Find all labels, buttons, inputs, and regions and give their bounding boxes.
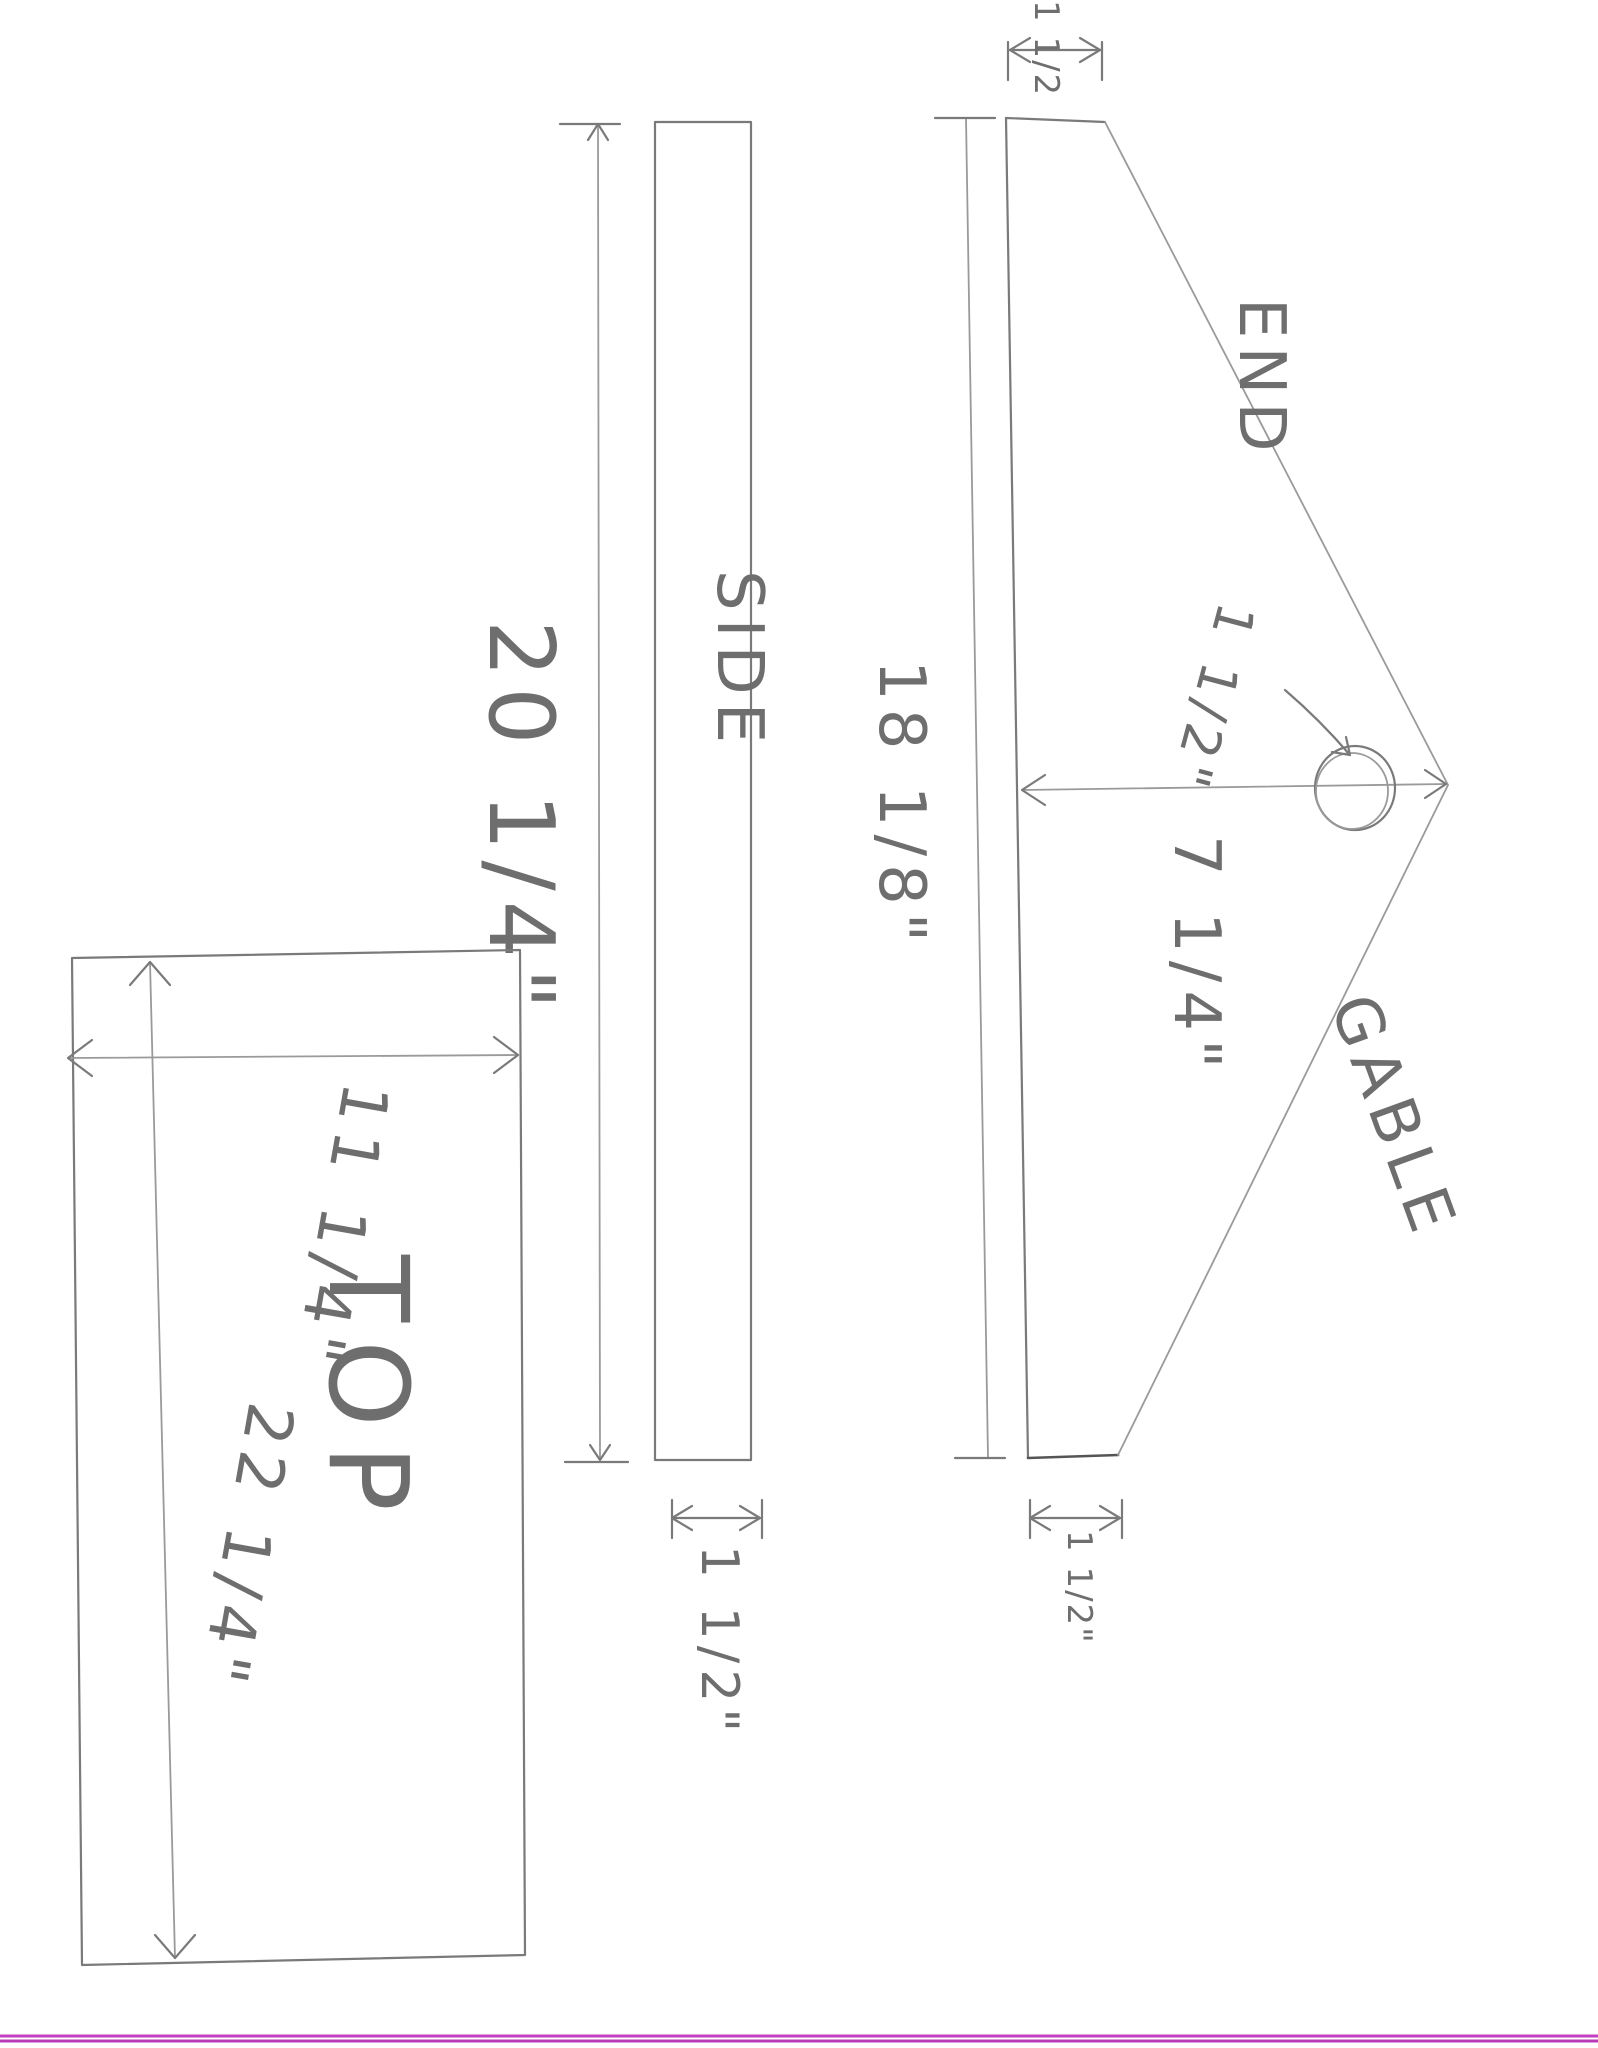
- side-thickness-arrow-l: [670, 1504, 694, 1532]
- top-length-arrow-bottom: [153, 1933, 197, 1960]
- end-top-thickness-arrow-l: [1008, 36, 1032, 64]
- top-piece-outline: [70, 948, 527, 1967]
- side-thickness-arrow-r: [738, 1504, 762, 1532]
- label-end: END: [1224, 298, 1298, 460]
- gable-upper-slope: [1104, 121, 1449, 786]
- side-piece-outline: [653, 120, 753, 1462]
- label-end-top-thickness: 1 1/2: [1026, 0, 1066, 97]
- gable-lower-slope: [1117, 784, 1449, 1456]
- label-top: TOP: [304, 1254, 432, 1529]
- end-height-arrow-right: [1423, 768, 1448, 800]
- label-end-bottom-thickness: 1 1/2": [1059, 1530, 1099, 1645]
- end-height-dimension-line: [1021, 783, 1447, 791]
- label-gable: GABLE: [1315, 985, 1471, 1248]
- side-length-arrow-bottom: [588, 1443, 612, 1462]
- top-length-dimension-line: [149, 961, 176, 1959]
- label-hole-size: 1 1/2": [1157, 597, 1265, 799]
- end-height-arrow-left: [1020, 773, 1047, 807]
- side-length-dimension-line: [597, 123, 601, 1461]
- side-length-arrow-top: [586, 122, 610, 142]
- end-piece-base-edge: [1004, 116, 1030, 1460]
- hole-circle-inner: [1315, 752, 1389, 830]
- label-end-length: 18 1/8": [864, 660, 938, 950]
- hole-leader-arrowhead: [1330, 735, 1352, 757]
- end-piece-bottom-edge: [1026, 1453, 1120, 1460]
- top-width-arrow-right: [492, 1035, 520, 1075]
- end-bottom-thickness-arrow-r: [1098, 1504, 1122, 1532]
- label-side-thickness: 1 1/2": [689, 1545, 749, 1738]
- end-gable-piece: END GABLE 18 1/8" 7 1/4" 1 1/2" 1 1/2 1 …: [864, 0, 1471, 1645]
- hole-leader-line: [1283, 688, 1352, 757]
- end-bottom-thickness-arrow-l: [1028, 1504, 1052, 1532]
- top-piece: 11 1/4" TOP 22 1/4": [66, 948, 527, 1967]
- label-end-height: 7 1/4": [1159, 835, 1233, 1077]
- top-width-dimension-line: [67, 1054, 519, 1059]
- label-side: SIDE: [702, 570, 776, 751]
- side-piece: SIDE 20 1/4" 1 1/2": [468, 120, 776, 1738]
- hole-circle: [1313, 744, 1397, 832]
- label-top-length: 22 1/4": [184, 1397, 307, 1696]
- end-length-dimension-line: [965, 117, 989, 1459]
- top-length-arrow-top: [128, 960, 172, 987]
- top-width-arrow-left: [66, 1038, 94, 1078]
- page-bottom-border: [0, 2034, 1598, 2043]
- end-piece-top-edge: [1004, 116, 1107, 124]
- end-top-thickness-arrow-r: [1078, 36, 1102, 64]
